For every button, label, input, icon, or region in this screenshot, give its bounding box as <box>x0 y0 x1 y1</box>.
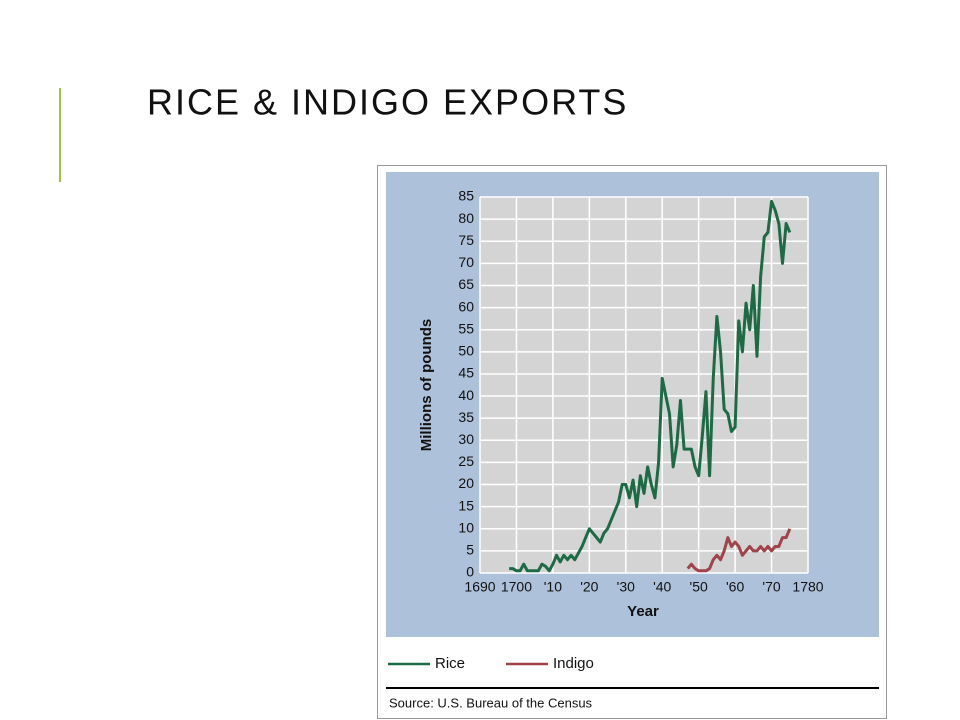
source: Source: U.S. Bureau of the Census <box>389 695 593 710</box>
x-tick-label: 1780 <box>792 579 823 595</box>
x-tick-label: '70 <box>762 579 780 595</box>
y-tick-label: 40 <box>458 387 474 403</box>
y-tick-label: 45 <box>458 365 474 381</box>
y-tick-label: 65 <box>458 276 474 292</box>
y-tick-label: 30 <box>458 431 474 447</box>
y-tick-label: 25 <box>458 453 474 469</box>
y-tick-label: 5 <box>466 542 474 558</box>
x-tick-label: '50 <box>690 579 708 595</box>
y-axis-title: Millions of pounds <box>418 319 435 451</box>
y-tick-label: 55 <box>458 320 474 336</box>
y-tick-label: 75 <box>458 232 474 248</box>
y-tick-label: 50 <box>458 343 474 359</box>
y-tick-label: 80 <box>458 210 474 226</box>
x-tick-label: '40 <box>653 579 671 595</box>
x-tick-label: 1690 <box>464 579 495 595</box>
y-tick-label: 0 <box>466 564 474 580</box>
data-line <box>509 199 792 573</box>
y-tick-label: 15 <box>458 497 474 513</box>
y-tick-label: 60 <box>458 298 474 314</box>
y-tick-label: 85 <box>458 188 474 204</box>
plot-area <box>480 197 808 573</box>
legend-label: Indigo <box>553 655 594 672</box>
slide-title: RICE & INDIGO EXPORTS <box>147 82 628 123</box>
x-tick-label: '10 <box>544 579 562 595</box>
x-axis-title: Year <box>627 603 659 620</box>
x-tick-label: '20 <box>580 579 598 595</box>
x-tick-label: '60 <box>726 579 744 595</box>
x-tick-label: '30 <box>617 579 635 595</box>
legend-label: Rice <box>435 655 465 672</box>
x-tick-label: 1700 <box>501 579 532 595</box>
y-tick-label: 20 <box>458 475 474 491</box>
y-tick-label: 10 <box>458 519 474 535</box>
y-tick-label: 70 <box>458 254 474 270</box>
y-tick-label: 35 <box>458 409 474 425</box>
data-line <box>686 528 792 573</box>
